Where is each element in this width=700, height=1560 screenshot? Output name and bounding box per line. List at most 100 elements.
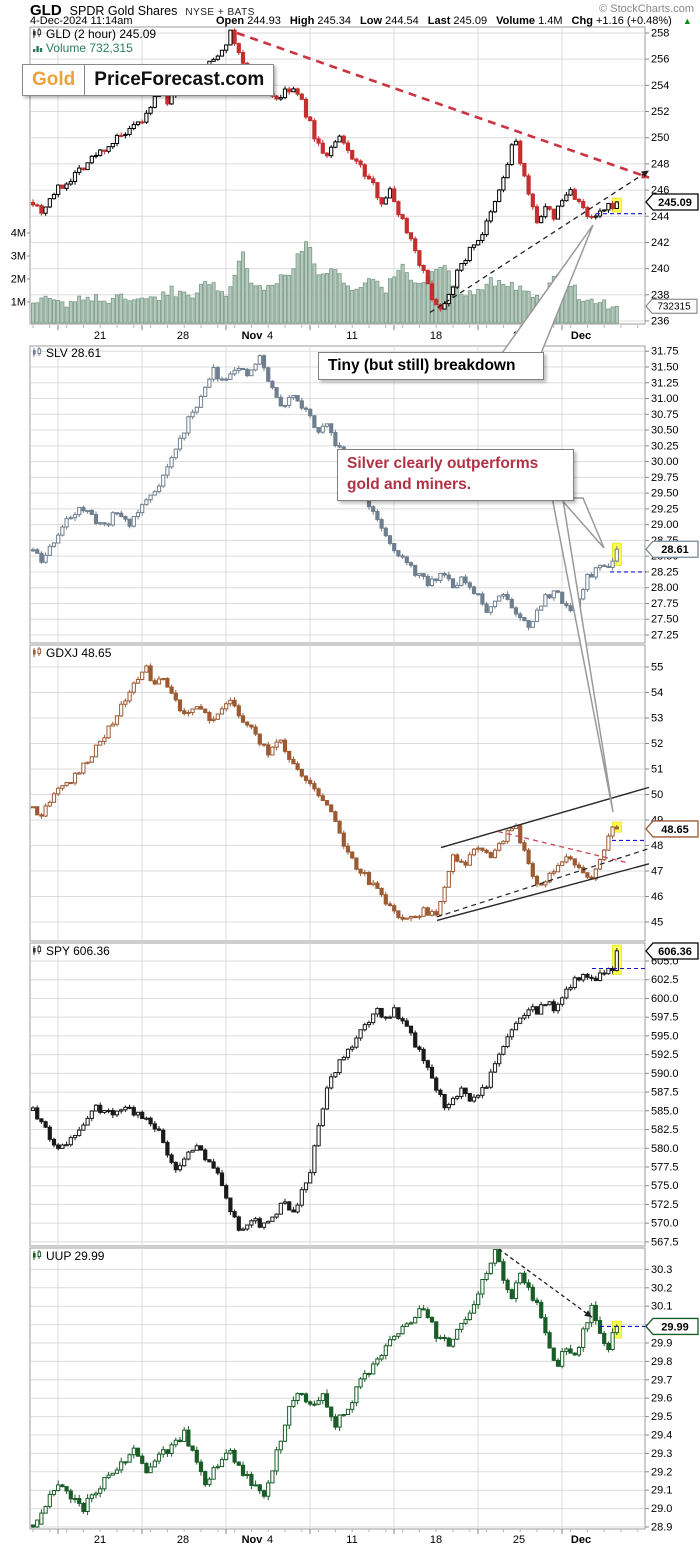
axis-tick-label: 575.0	[651, 1180, 679, 1192]
axis-tick-label: 54	[651, 687, 663, 699]
date-tick-label: 25	[513, 1534, 525, 1546]
axis-tick-label: 252	[651, 106, 669, 118]
axis-tick-label: 29.4	[651, 1430, 672, 1442]
axis-tick-label: 29.6	[651, 1393, 672, 1405]
axis-tick-label: 31.00	[651, 393, 679, 405]
date-tick-label: 11	[346, 330, 357, 342]
axis-tick-label: 590.0	[651, 1068, 679, 1080]
volume-scale-label: 4M	[11, 228, 26, 240]
axis-tick-label: 597.5	[651, 1012, 679, 1024]
right-axis: 4546474849505152535455	[645, 662, 663, 929]
panel-spy: 567.5 570.0 572.5 575.0 577.5 580.0 582.5 585.0…	[29, 942, 679, 1248]
trendline	[436, 847, 650, 918]
date-tick-label: 28	[177, 330, 189, 342]
axis-tick-label: 55	[651, 662, 663, 674]
volume-scale-label: 3M	[11, 251, 26, 263]
legend-label: GDXJ 48.65	[46, 646, 112, 660]
quote-last: Last 245.09	[427, 15, 488, 27]
panel-uup: 28.9 29.0 29.1 29.2 29.3 29.4 29.5 29.6 29.7 29.8…	[29, 1247, 672, 1534]
legend-volume: Volume 732,315	[33, 41, 133, 55]
axis-tick-label: 30.2	[651, 1282, 672, 1294]
panel-background	[29, 942, 646, 1247]
price-tag-slv: 28.61	[645, 540, 699, 558]
axis-tick-label: 258	[651, 28, 669, 40]
price-tag-spy: 606.36	[645, 942, 699, 960]
axis-tick-label: 238	[651, 289, 669, 301]
axis-tick-label: 47	[651, 866, 663, 878]
legend-uup: UUP 29.99	[33, 1249, 105, 1263]
volume-tag-label: 732315	[657, 302, 691, 313]
candles-uup	[30, 1249, 622, 1528]
date-tick-label: Dec	[571, 1534, 591, 1546]
volume-tag: 732315	[645, 298, 698, 314]
breakdown-callout: Tiny (but still) breakdown	[318, 352, 544, 380]
volume-scale-label: 1M	[11, 297, 26, 309]
axis-tick-label: 27.25	[651, 630, 679, 642]
ticker-symbol: GLD	[30, 2, 62, 19]
last-price-label: 28.61	[661, 544, 689, 556]
quote-change: Chg +1.16 (+0.48%)	[571, 15, 672, 27]
axis-tick-label: 248	[651, 158, 669, 170]
axis-tick-label: 30.75	[651, 409, 679, 421]
volume-scale-label: 2M	[11, 274, 26, 286]
last-price-label: 245.09	[658, 197, 692, 209]
legend-gld: GLD (2 hour) 245.09	[33, 27, 156, 41]
price-tag-gdxj: 48.65	[645, 820, 699, 838]
axis-tick-label: 30.1	[651, 1301, 672, 1313]
legend-slv: SLV 28.61	[33, 346, 101, 360]
trendline-arrowhead	[584, 1310, 592, 1318]
copyright: © StockCharts.com	[599, 3, 694, 15]
panel-gdxj: 4546474849505152535455GDXJ 48.65	[29, 644, 663, 942]
axis-tick-label: 242	[651, 237, 669, 249]
axis-tick-label: 254	[651, 80, 669, 92]
axis-tick-label: 28.9	[651, 1522, 672, 1534]
axis-tick-label: 244	[651, 211, 669, 223]
date-tick-label: 18	[430, 330, 442, 342]
axis-tick-label: 46	[651, 891, 663, 903]
axis-tick-label: 250	[651, 132, 669, 144]
axis-tick-label: 29.75	[651, 472, 679, 484]
gold-priceforecast-logo[interactable]: Gold PriceForecast.com	[22, 64, 275, 96]
date-tick-label: Nov	[242, 330, 264, 342]
right-axis: 28.9 29.0 29.1 29.2 29.3 29.4 29.5 29.6 29.7 29.8…	[645, 1264, 672, 1534]
axis-tick-label: 570.0	[651, 1218, 679, 1230]
axis-tick-label: 30.00	[651, 456, 679, 468]
date-tick-label: 28	[177, 1534, 189, 1546]
date-tick-label: 4	[267, 330, 273, 342]
axis-tick-label: 28.00	[651, 582, 679, 594]
axis-tick-label: 572.5	[651, 1199, 679, 1211]
axis-tick-label: 592.5	[651, 1049, 679, 1061]
legend-spy: SPY 606.36	[33, 944, 110, 958]
trendline-arrowhead	[641, 170, 649, 178]
quote-open: Open 244.93	[216, 15, 281, 27]
candles-gdxj	[30, 663, 622, 922]
volume-legend-label: Volume 732,315	[46, 41, 133, 55]
axis-tick-label: 600.0	[651, 993, 679, 1005]
trendline	[429, 169, 650, 314]
axis-tick-label: 29.7	[651, 1374, 672, 1386]
axis-tick-label: 27.50	[651, 614, 679, 626]
mini-candlestick-icon	[33, 28, 42, 38]
axis-tick-label: 30.50	[651, 425, 679, 437]
quote-row: 4-Dec-2024 11:14am Open 244.93 High 245.…	[30, 15, 695, 27]
price-tag-gld: 245.09	[645, 193, 699, 211]
axis-tick-label: 602.5	[651, 974, 679, 986]
quote-datetime: 4-Dec-2024 11:14am	[30, 15, 133, 27]
axis-tick-label: 29.0	[651, 1503, 672, 1515]
logo-word-priceforecast: PriceForecast.com	[94, 69, 265, 90]
mini-candlestick-icon	[33, 1250, 42, 1260]
date-tick-label: 18	[430, 1534, 442, 1546]
axis-tick-label: 29.50	[651, 488, 679, 500]
trendline	[436, 863, 650, 922]
last-price-label: 606.36	[658, 946, 692, 958]
legend-label: UUP 29.99	[46, 1249, 105, 1263]
axis-tick-label: 50	[651, 789, 663, 801]
axis-tick-label: 29.00	[651, 519, 679, 531]
axis-tick-label: 30.25	[651, 440, 679, 452]
axis-tick-label: 585.0	[651, 1105, 679, 1117]
axis-tick-label: 29.25	[651, 503, 679, 515]
exchange-label: NYSE + BATS	[185, 7, 255, 18]
breakdown-callout-text: Tiny (but still) breakdown	[328, 357, 516, 374]
